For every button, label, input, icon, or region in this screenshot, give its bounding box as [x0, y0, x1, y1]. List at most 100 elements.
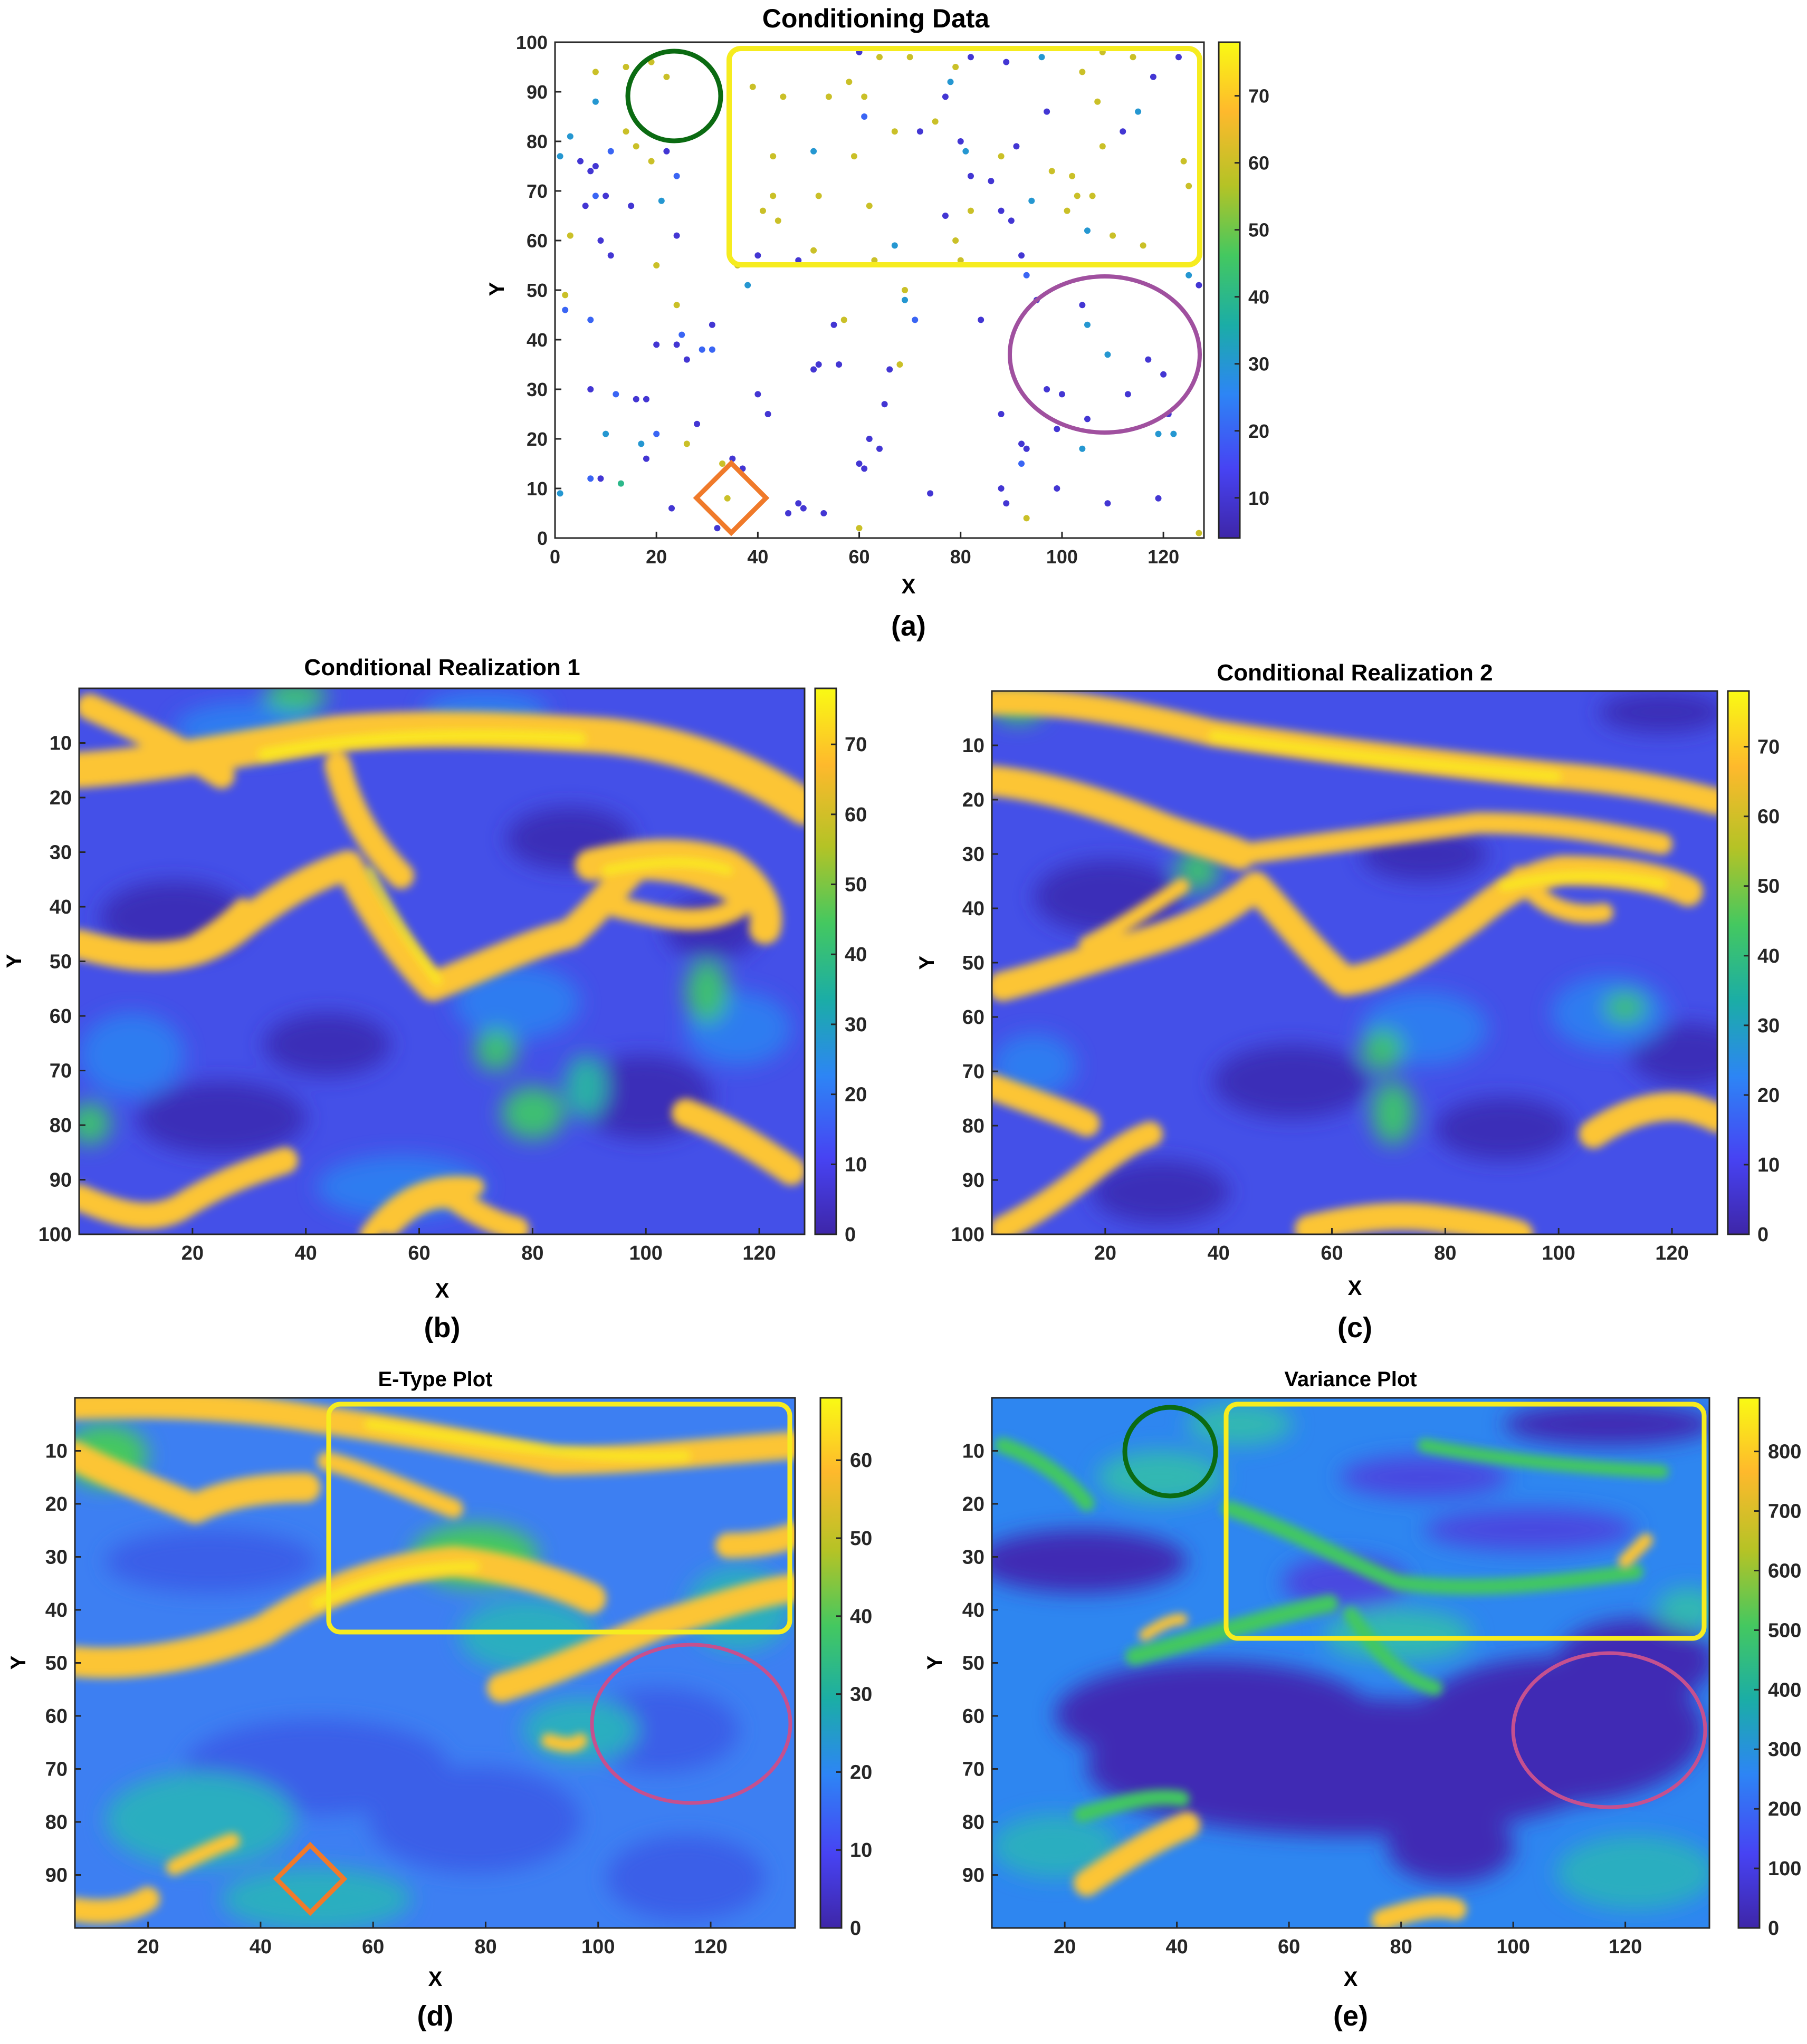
- data-point: [617, 480, 624, 487]
- x-tick-label: 0: [550, 546, 560, 568]
- data-point: [673, 302, 680, 309]
- x-tick-label: 100: [581, 1936, 615, 1958]
- x-tick-label: 20: [646, 546, 667, 568]
- colorbar-tick-label: 30: [1757, 1015, 1780, 1037]
- colorbar-tick-label: 40: [1757, 945, 1780, 967]
- y-tick-label: 60: [50, 1005, 72, 1028]
- data-point: [587, 386, 594, 392]
- data-point: [562, 292, 569, 299]
- y-tick-label: 80: [50, 1115, 72, 1137]
- colorbar-tick-label: 0: [1757, 1224, 1768, 1246]
- y-tick-label: 20: [962, 789, 984, 811]
- panel-a-plot-area: [554, 41, 1205, 539]
- data-point: [1104, 500, 1111, 507]
- panel-c-title: Conditional Realization 2: [1217, 660, 1493, 686]
- x-tick-label: 80: [1434, 1242, 1456, 1264]
- data-point: [795, 500, 802, 507]
- data-point: [886, 366, 893, 373]
- colorbar-tick-label: 70: [1757, 736, 1780, 759]
- data-point: [1084, 227, 1091, 234]
- panel-a-y-ticks: 0 10 20 30 40 50 60 70 80 90 100: [516, 32, 561, 549]
- data-point: [1130, 54, 1136, 61]
- colorbar-tick-label: 40: [845, 944, 867, 966]
- colorbar-tick-label: 60: [1248, 152, 1269, 174]
- y-tick-label: 70: [962, 1061, 984, 1083]
- data-point: [759, 207, 766, 214]
- data-point: [770, 153, 777, 160]
- data-point: [587, 475, 594, 482]
- data-point: [902, 287, 909, 293]
- data-point: [840, 316, 847, 323]
- colorbar-tick-label: 100: [1768, 1858, 1801, 1880]
- data-point: [876, 445, 883, 452]
- data-point: [1155, 430, 1162, 437]
- y-tick-label: 50: [962, 1653, 984, 1675]
- data-point: [836, 361, 843, 368]
- data-point: [603, 193, 609, 199]
- panel-d-colorbar-ticks: 0 10 20 30 40 50 60: [836, 1450, 872, 1940]
- y-tick-label: 30: [962, 843, 984, 866]
- x-tick-label: 100: [629, 1242, 663, 1264]
- data-point: [1170, 430, 1177, 437]
- panel-a-points: [557, 49, 1202, 536]
- data-point: [1023, 445, 1030, 452]
- caption-a: (a): [891, 610, 926, 642]
- colorbar-tick-label: 0: [1768, 1917, 1779, 1940]
- panel-c-colorbar: [1727, 690, 1750, 1235]
- data-point: [1058, 391, 1065, 398]
- y-tick-label: 60: [962, 1006, 984, 1029]
- y-tick-label: 40: [45, 1599, 68, 1621]
- data-point: [896, 361, 903, 368]
- data-point: [1175, 54, 1182, 61]
- data-point: [1185, 272, 1192, 279]
- data-point: [582, 203, 589, 209]
- colorbar-tick-label: 800: [1768, 1441, 1801, 1463]
- annotation-purple-ellipse: [1008, 274, 1202, 435]
- data-point: [744, 282, 751, 289]
- data-point: [1079, 445, 1086, 452]
- y-tick-label: 40: [962, 898, 984, 920]
- data-point: [988, 178, 995, 185]
- y-tick-label: 60: [527, 230, 548, 252]
- y-tick-label: 80: [962, 1115, 984, 1137]
- y-tick-label: 100: [516, 32, 548, 53]
- data-point: [699, 346, 705, 353]
- y-tick-label: 10: [45, 1441, 68, 1463]
- data-point: [1155, 495, 1162, 502]
- data-point: [770, 193, 777, 199]
- data-point: [638, 440, 645, 447]
- caption-b: (b): [424, 1312, 461, 1344]
- y-tick-label: 30: [962, 1547, 984, 1569]
- colorbar-tick-label: 10: [1757, 1154, 1780, 1176]
- panel-c-conditional-realization-2: Conditional Realization 2: [915, 660, 1780, 1344]
- data-point: [912, 316, 919, 323]
- data-point: [1094, 98, 1101, 105]
- data-point: [1079, 69, 1086, 75]
- colorbar-tick-label: 600: [1768, 1560, 1801, 1582]
- colorbar-tick-label: 20: [845, 1084, 867, 1106]
- y-tick-label: 50: [50, 951, 72, 973]
- panel-d-y-ticks: 10 20 30 40 50 60 70 80 90: [45, 1441, 81, 1887]
- x-tick-label: 40: [1208, 1242, 1230, 1264]
- data-point: [932, 118, 939, 125]
- y-tick-label: 40: [962, 1599, 984, 1621]
- data-point: [613, 391, 619, 398]
- y-tick-label: 0: [537, 527, 548, 549]
- y-tick-label: 70: [527, 180, 548, 202]
- x-tick-label: 80: [950, 546, 971, 568]
- x-tick-label: 100: [1542, 1242, 1575, 1264]
- data-point: [724, 495, 731, 502]
- annotation-purple-ellipse-d: [590, 1643, 792, 1805]
- data-point: [1054, 485, 1060, 492]
- data-point: [957, 257, 964, 264]
- panel-b-ylabel: Y: [3, 954, 26, 968]
- data-point: [1196, 282, 1202, 289]
- data-point: [1196, 530, 1202, 536]
- data-point: [846, 79, 853, 85]
- data-point: [1185, 183, 1192, 189]
- panel-b-colorbar-ticks: 0 10 20 30 40 50 60 70: [831, 734, 867, 1246]
- data-point: [1013, 143, 1020, 150]
- annotation-orange-diamond: [693, 459, 770, 536]
- data-point: [962, 148, 969, 155]
- annotation-orange-diamond-d: [273, 1841, 348, 1916]
